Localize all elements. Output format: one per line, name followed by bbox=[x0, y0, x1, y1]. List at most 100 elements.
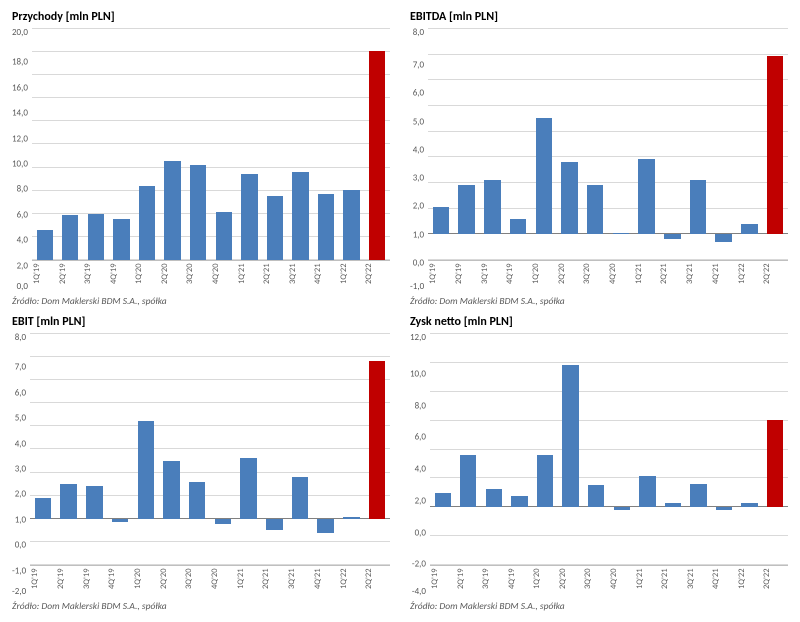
bar-cell bbox=[32, 28, 58, 260]
plot bbox=[30, 333, 390, 566]
bar-cell bbox=[532, 333, 558, 565]
x-label: 1Q'21 bbox=[237, 261, 263, 291]
bar bbox=[484, 180, 500, 234]
y-tick: 6,0 bbox=[413, 89, 424, 98]
bar-cell bbox=[288, 28, 314, 260]
x-label: 4Q'19 bbox=[507, 566, 533, 596]
y-axis: 8,07,06,05,04,03,02,01,00,0-1,0 bbox=[410, 28, 428, 291]
bar-cell bbox=[184, 333, 210, 565]
bar bbox=[433, 207, 449, 234]
y-axis: 8,07,06,05,04,03,02,01,00,0-1,0-2,0 bbox=[12, 333, 30, 596]
y-tick: 6,0 bbox=[415, 433, 426, 442]
plot-wrap: 1Q'192Q'193Q'194Q'191Q'202Q'203Q'204Q'20… bbox=[30, 333, 390, 596]
bar bbox=[343, 517, 359, 518]
y-tick: 12,0 bbox=[410, 333, 426, 342]
x-label: 2Q'21 bbox=[659, 261, 685, 291]
x-label: 4Q'20 bbox=[608, 261, 634, 291]
bar bbox=[435, 493, 451, 507]
bar-cell bbox=[609, 333, 635, 565]
chart-area: 20,018,016,014,012,010,08,06,04,02,00,01… bbox=[12, 28, 390, 291]
y-tick: 2,0 bbox=[415, 496, 426, 505]
bar-cell bbox=[558, 333, 584, 565]
x-label: 4Q'20 bbox=[609, 566, 635, 596]
y-tick: 0,0 bbox=[413, 258, 424, 267]
x-label: 1Q'19 bbox=[30, 566, 56, 596]
bar-cell bbox=[339, 28, 365, 260]
bar-cell bbox=[109, 28, 135, 260]
bar-cell bbox=[762, 333, 788, 565]
bar-highlight bbox=[767, 56, 783, 234]
bar-cell bbox=[339, 333, 365, 565]
bar bbox=[458, 185, 474, 234]
bar bbox=[664, 234, 680, 239]
bar bbox=[37, 230, 53, 260]
y-tick: -2,0 bbox=[412, 560, 426, 569]
bar-cell bbox=[313, 333, 339, 565]
x-label: 4Q'19 bbox=[107, 566, 133, 596]
bar-cell bbox=[507, 333, 533, 565]
bar-cell bbox=[82, 333, 108, 565]
chart-panel-0: Przychody [mln PLN]20,018,016,014,012,01… bbox=[12, 10, 390, 307]
bar bbox=[537, 455, 553, 507]
x-label: 4Q'21 bbox=[711, 566, 737, 596]
bar-cell bbox=[505, 28, 531, 260]
bar-cell bbox=[737, 333, 763, 565]
x-label: 1Q'22 bbox=[339, 566, 365, 596]
bar-cell bbox=[211, 28, 237, 260]
y-tick: 8,0 bbox=[17, 185, 28, 194]
bar bbox=[486, 489, 502, 507]
y-tick: 8,0 bbox=[15, 333, 26, 342]
x-label: 1Q'21 bbox=[236, 566, 262, 596]
x-label: 4Q'19 bbox=[505, 261, 531, 291]
bar-cell bbox=[313, 28, 339, 260]
bar bbox=[112, 519, 128, 522]
y-tick: 4,0 bbox=[415, 465, 426, 474]
bar-cell bbox=[30, 333, 56, 565]
bar bbox=[62, 215, 78, 260]
bar bbox=[716, 507, 732, 510]
x-label: 3Q'21 bbox=[685, 261, 711, 291]
bar bbox=[60, 484, 76, 519]
chart-area: 8,07,06,05,04,03,02,01,00,0-1,01Q'192Q'1… bbox=[410, 28, 788, 291]
bar-cell bbox=[659, 28, 685, 260]
bar bbox=[613, 233, 629, 234]
y-tick: 6,0 bbox=[15, 388, 26, 397]
bar bbox=[638, 159, 654, 234]
bar-cell bbox=[210, 333, 236, 565]
x-axis: 1Q'192Q'193Q'194Q'191Q'202Q'203Q'204Q'20… bbox=[32, 261, 390, 291]
y-tick: 20,0 bbox=[12, 28, 28, 37]
x-label: 4Q'20 bbox=[211, 261, 237, 291]
x-label: 3Q'20 bbox=[185, 261, 211, 291]
x-label: 1Q'19 bbox=[428, 261, 454, 291]
bar-cell bbox=[634, 28, 660, 260]
bar-cell bbox=[454, 28, 480, 260]
bars-container bbox=[30, 333, 390, 565]
x-label: 2Q'22 bbox=[762, 566, 788, 596]
y-tick: 6,0 bbox=[17, 210, 28, 219]
x-label: 3Q'21 bbox=[288, 261, 314, 291]
x-axis: 1Q'192Q'193Q'194Q'191Q'202Q'203Q'204Q'20… bbox=[30, 566, 390, 596]
x-label: 2Q'20 bbox=[160, 261, 186, 291]
y-tick: 18,0 bbox=[12, 58, 28, 67]
x-label: 4Q'21 bbox=[711, 261, 737, 291]
plot-wrap: 1Q'192Q'193Q'194Q'191Q'202Q'203Q'204Q'20… bbox=[428, 28, 788, 291]
x-label: 2Q'19 bbox=[454, 261, 480, 291]
bar-cell bbox=[287, 333, 313, 565]
y-tick: 2,0 bbox=[413, 202, 424, 211]
x-label: 2Q'19 bbox=[56, 566, 82, 596]
bar bbox=[35, 498, 51, 519]
y-tick: 0,0 bbox=[415, 528, 426, 537]
chart-source: Źródło: Dom Maklerski BDM S.A., spółka bbox=[410, 295, 788, 307]
x-label: 4Q'21 bbox=[313, 566, 339, 596]
bar bbox=[665, 503, 681, 507]
chart-source: Źródło: Dom Maklerski BDM S.A., spółka bbox=[12, 295, 390, 307]
bar-highlight bbox=[369, 51, 385, 260]
x-label: 2Q'22 bbox=[364, 261, 390, 291]
y-tick: 4,0 bbox=[413, 145, 424, 154]
chart-title: Przychody [mln PLN] bbox=[12, 10, 390, 24]
bar bbox=[460, 455, 476, 507]
y-tick: 2,0 bbox=[17, 261, 28, 270]
bar bbox=[510, 219, 526, 234]
bar bbox=[511, 496, 527, 507]
bar bbox=[614, 507, 630, 510]
